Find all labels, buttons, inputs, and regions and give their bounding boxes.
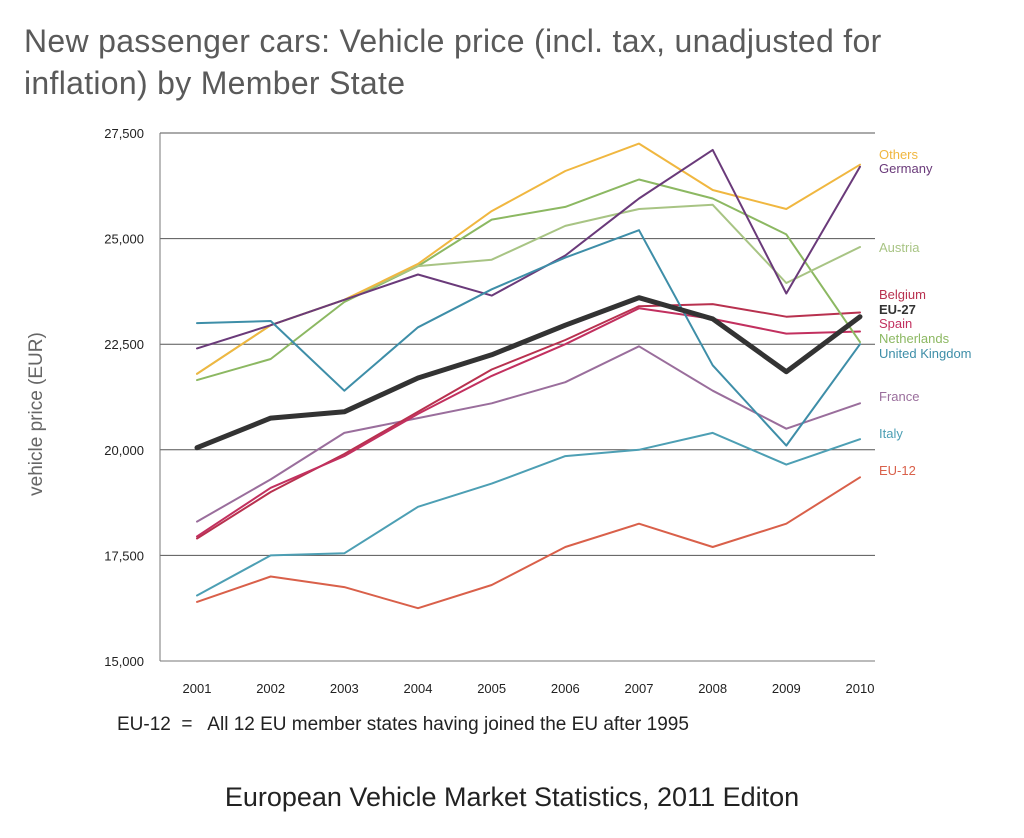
- y-tick-label: 20,000: [104, 443, 144, 458]
- source-caption: European Vehicle Market Statistics, 2011…: [224, 782, 800, 812]
- x-tick-label: 2001: [183, 681, 212, 696]
- series-line-italy: [196, 431, 861, 597]
- series-line-united-kingdom: [196, 229, 861, 447]
- y-tick-label: 15,000: [104, 654, 144, 669]
- legend-label-eu-12: EU-12: [879, 463, 916, 478]
- x-tick-label: 2005: [477, 681, 506, 696]
- legend-label-france: France: [879, 389, 919, 404]
- series-line-netherlands: [196, 178, 861, 382]
- legend-label-belgium: Belgium: [879, 287, 926, 302]
- legend-label-austria: Austria: [879, 240, 920, 255]
- x-tick-label: 2004: [404, 681, 433, 696]
- legend-label-netherlands: Netherlands: [879, 331, 950, 346]
- legend-label-eu-27: EU-27: [879, 302, 916, 317]
- series-line-austria: [196, 203, 861, 375]
- y-tick-labels: 15,000 17,500 20,000 22,500 25,000 27,500: [104, 126, 144, 669]
- series-line-spain: [196, 307, 861, 538]
- series-lines: [194, 142, 863, 610]
- x-tick-label: 2003: [330, 681, 359, 696]
- series-line-eu-12: [196, 476, 861, 610]
- y-tick-label: 27,500: [104, 126, 144, 141]
- series-line-eu-27: [194, 295, 863, 451]
- y-tick-label: 17,500: [104, 548, 144, 563]
- series-line-germany: [196, 148, 861, 350]
- x-tick-labels: 2001 2002 2003 2004 2005 2006 2007 2008 2009 2010: [183, 681, 875, 696]
- legend-label-germany: Germany: [879, 161, 933, 176]
- series-line-france: [196, 345, 861, 523]
- x-tick-label: 2008: [698, 681, 727, 696]
- y-tick-label: 22,500: [104, 337, 144, 352]
- legend-label-spain: Spain: [879, 316, 912, 331]
- axes: [159, 133, 875, 662]
- x-tick-label: 2010: [846, 681, 875, 696]
- x-tick-label: 2006: [551, 681, 580, 696]
- legend-label-united-kingdom: United Kingdom: [879, 346, 972, 361]
- legend-label-italy: Italy: [879, 426, 903, 441]
- x-tick-label: 2009: [772, 681, 801, 696]
- y-tick-label: 25,000: [104, 232, 144, 247]
- y-axis-label: vehicle price (EUR): [26, 332, 47, 496]
- footnote: EU-12 = All 12 EU member states having j…: [117, 714, 689, 735]
- chart-title: New passenger cars: Vehicle price (incl.…: [24, 23, 882, 101]
- x-tick-label: 2002: [256, 681, 285, 696]
- legend-label-others: Others: [879, 147, 919, 162]
- x-tick-label: 2007: [625, 681, 654, 696]
